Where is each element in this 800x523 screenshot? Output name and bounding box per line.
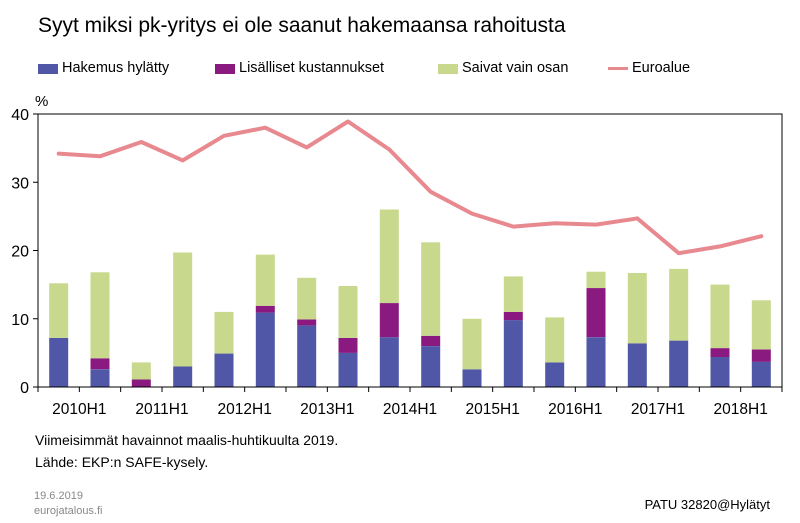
x-tick-label-2017H1: 2017H1 [631, 401, 685, 418]
bar-2016H1-s0 [545, 362, 565, 387]
y-axis-label: % [35, 93, 48, 110]
x-tick-label-2015H1: 2015H1 [466, 401, 520, 418]
y-tick-label-20: 20 [11, 244, 29, 261]
bar-2014H2-s0 [421, 346, 441, 387]
x-tick-label-2016H1: 2016H1 [548, 401, 602, 418]
y-tick-label-40: 40 [11, 107, 29, 124]
bar-2012H1-s0 [214, 353, 234, 387]
x-tick-label-2012H1: 2012H1 [218, 401, 272, 418]
bar-2010H1-s0 [49, 337, 69, 387]
bar-2010H2-s1 [90, 358, 110, 370]
bar-2013H2-s1 [338, 337, 358, 353]
x-tick-label-2013H1: 2013H1 [300, 401, 354, 418]
legend-swatch-rejected [38, 64, 58, 74]
bar-2010H2-s2 [90, 272, 110, 359]
y-tick-label-10: 10 [11, 312, 29, 329]
bar-2017H2-s2 [669, 268, 689, 341]
bar-2014H1-s1 [379, 303, 399, 338]
bar-2014H2-s1 [421, 335, 441, 346]
bar-2018H1-s1 [710, 348, 730, 357]
bar-2013H1-s2 [297, 277, 317, 320]
x-tick-label-2018H1: 2018H1 [714, 401, 768, 418]
bar-2011H2-s2 [173, 252, 193, 367]
bar-2015H1-s0 [462, 369, 482, 387]
bar-2018H2-s0 [751, 361, 771, 387]
legend-label-rejected: Hakemus hylätty [62, 60, 170, 76]
x-tick-label-2011H1: 2011H1 [135, 401, 188, 418]
bar-2016H1-s2 [545, 317, 565, 363]
legend-swatch-euro-area [608, 67, 628, 70]
bar-2013H2-s2 [338, 286, 358, 338]
bar-2012H2-s0 [255, 312, 275, 387]
bar-2014H2-s2 [421, 242, 441, 336]
bar-2012H1-s2 [214, 311, 234, 354]
footer-code: PATU 32820@Hylätyt [644, 497, 770, 512]
footer-site: eurojatalous.fi [34, 505, 103, 517]
bar-2011H1-s2 [131, 362, 151, 380]
line-euro-area [56, 119, 764, 256]
bar-2017H1-s2 [627, 273, 647, 344]
note-latest: Viimeisimmät havainnot maalis-huhtikuult… [35, 432, 339, 448]
y-tick-label-30: 30 [11, 175, 29, 192]
bar-2015H2-s0 [503, 320, 523, 387]
bar-2016H2-s2 [586, 271, 606, 289]
bar-2015H2-s1 [503, 311, 523, 321]
bar-2010H1-s2 [49, 283, 69, 338]
note-source: Lähde: EKP:n SAFE-kysely. [35, 454, 209, 470]
bar-2017H1-s0 [627, 343, 647, 387]
bar-2013H2-s0 [338, 352, 358, 387]
bar-2016H2-s1 [586, 288, 606, 338]
bar-2015H1-s2 [462, 318, 482, 370]
bar-2018H2-s1 [751, 349, 771, 362]
bar-2014H1-s0 [379, 337, 399, 387]
bar-2012H2-s2 [255, 254, 275, 306]
bar-2016H2-s0 [586, 337, 606, 387]
legend-label-extra-costs: Lisälliset kustannukset [239, 60, 385, 76]
bar-2012H2-s1 [255, 305, 275, 313]
bar-2017H2-s0 [669, 340, 689, 387]
bar-2011H1-s1 [131, 379, 151, 387]
legend-label-partial: Saivat vain osan [462, 60, 569, 76]
bar-2011H2-s0 [173, 366, 193, 387]
legend-swatch-partial [438, 64, 458, 74]
bar-2014H1-s2 [379, 209, 399, 303]
bar-2018H1-s0 [710, 357, 730, 387]
bar-2018H2-s2 [751, 300, 771, 350]
bar-2015H2-s2 [503, 276, 523, 312]
y-tick-label-0: 0 [20, 380, 29, 397]
x-tick-label-2014H1: 2014H1 [383, 401, 437, 418]
bar-2013H1-s1 [297, 319, 317, 326]
bar-2010H2-s0 [90, 369, 110, 387]
bar-2018H1-s2 [710, 284, 730, 349]
legend-swatch-extra-costs [215, 64, 235, 74]
bar-2013H1-s0 [297, 325, 317, 387]
chart-title: Syyt miksi pk-yritys ei ole saanut hakem… [38, 14, 566, 37]
x-tick-label-2010H1: 2010H1 [52, 401, 106, 418]
footer-date: 19.6.2019 [34, 490, 83, 502]
legend-label-euro-area: Euroalue [632, 60, 691, 76]
